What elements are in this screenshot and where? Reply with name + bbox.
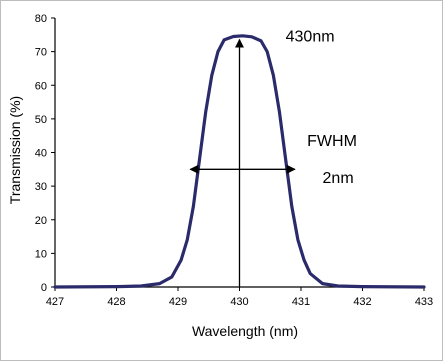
annotation-label: 430nm (286, 29, 335, 46)
y-tick-label: 80 (35, 13, 47, 25)
data-point (198, 158, 201, 160)
data-point (158, 283, 161, 285)
x-tick-label: 427 (46, 296, 64, 308)
data-point (297, 239, 299, 241)
data-point (171, 276, 173, 278)
x-tick-label: 429 (169, 296, 187, 308)
data-point (291, 205, 293, 207)
data-point (192, 205, 194, 207)
x-axis-title: Wavelength (nm) (192, 323, 298, 339)
x-tick-label: 430 (230, 296, 248, 308)
data-point (309, 272, 311, 275)
x-tick-label: 428 (107, 296, 125, 308)
data-point (278, 111, 281, 113)
data-point (186, 239, 188, 241)
data-point (266, 51, 268, 53)
y-axis-title: Transmission (%) (7, 96, 23, 204)
data-point (260, 40, 262, 42)
annotations: 430nm FWHM 2nm (189, 29, 357, 287)
y-tick-label: 20 (35, 215, 47, 227)
data-point (205, 111, 207, 113)
axis-ticks: 0 10 20 30 40 50 60 70 80 427 428 429 430 431 432 433 (35, 13, 433, 308)
y-tick-label: 70 (35, 47, 47, 59)
data-point (180, 259, 182, 261)
y-tick-label: 0 (41, 282, 47, 294)
data-point (251, 36, 253, 38)
y-tick-label: 30 (35, 181, 47, 193)
data-point (285, 158, 287, 160)
data-point (321, 283, 324, 285)
y-tick-label: 40 (35, 148, 47, 160)
data-point (303, 259, 305, 261)
annotation-label: FWHM (307, 133, 357, 150)
x-tick-label: 433 (415, 296, 433, 308)
data-point (361, 286, 364, 288)
y-tick-label: 10 (35, 248, 47, 260)
data-point (140, 285, 142, 287)
data-point (211, 74, 213, 76)
annotation-label: 2nm (323, 170, 354, 187)
x-tick-label: 432 (353, 296, 371, 308)
data-point (337, 285, 339, 287)
y-tick-label: 50 (35, 114, 47, 126)
data-point (217, 51, 219, 53)
data-point (423, 286, 425, 288)
x-tick-label: 431 (292, 296, 310, 308)
data-point (54, 286, 56, 288)
y-tick-label: 60 (35, 80, 47, 92)
data-point (115, 286, 118, 288)
data-point (232, 35, 234, 38)
data-point (241, 35, 244, 37)
series-layer (53, 34, 426, 289)
data-point (272, 74, 274, 76)
data-point (223, 39, 225, 41)
